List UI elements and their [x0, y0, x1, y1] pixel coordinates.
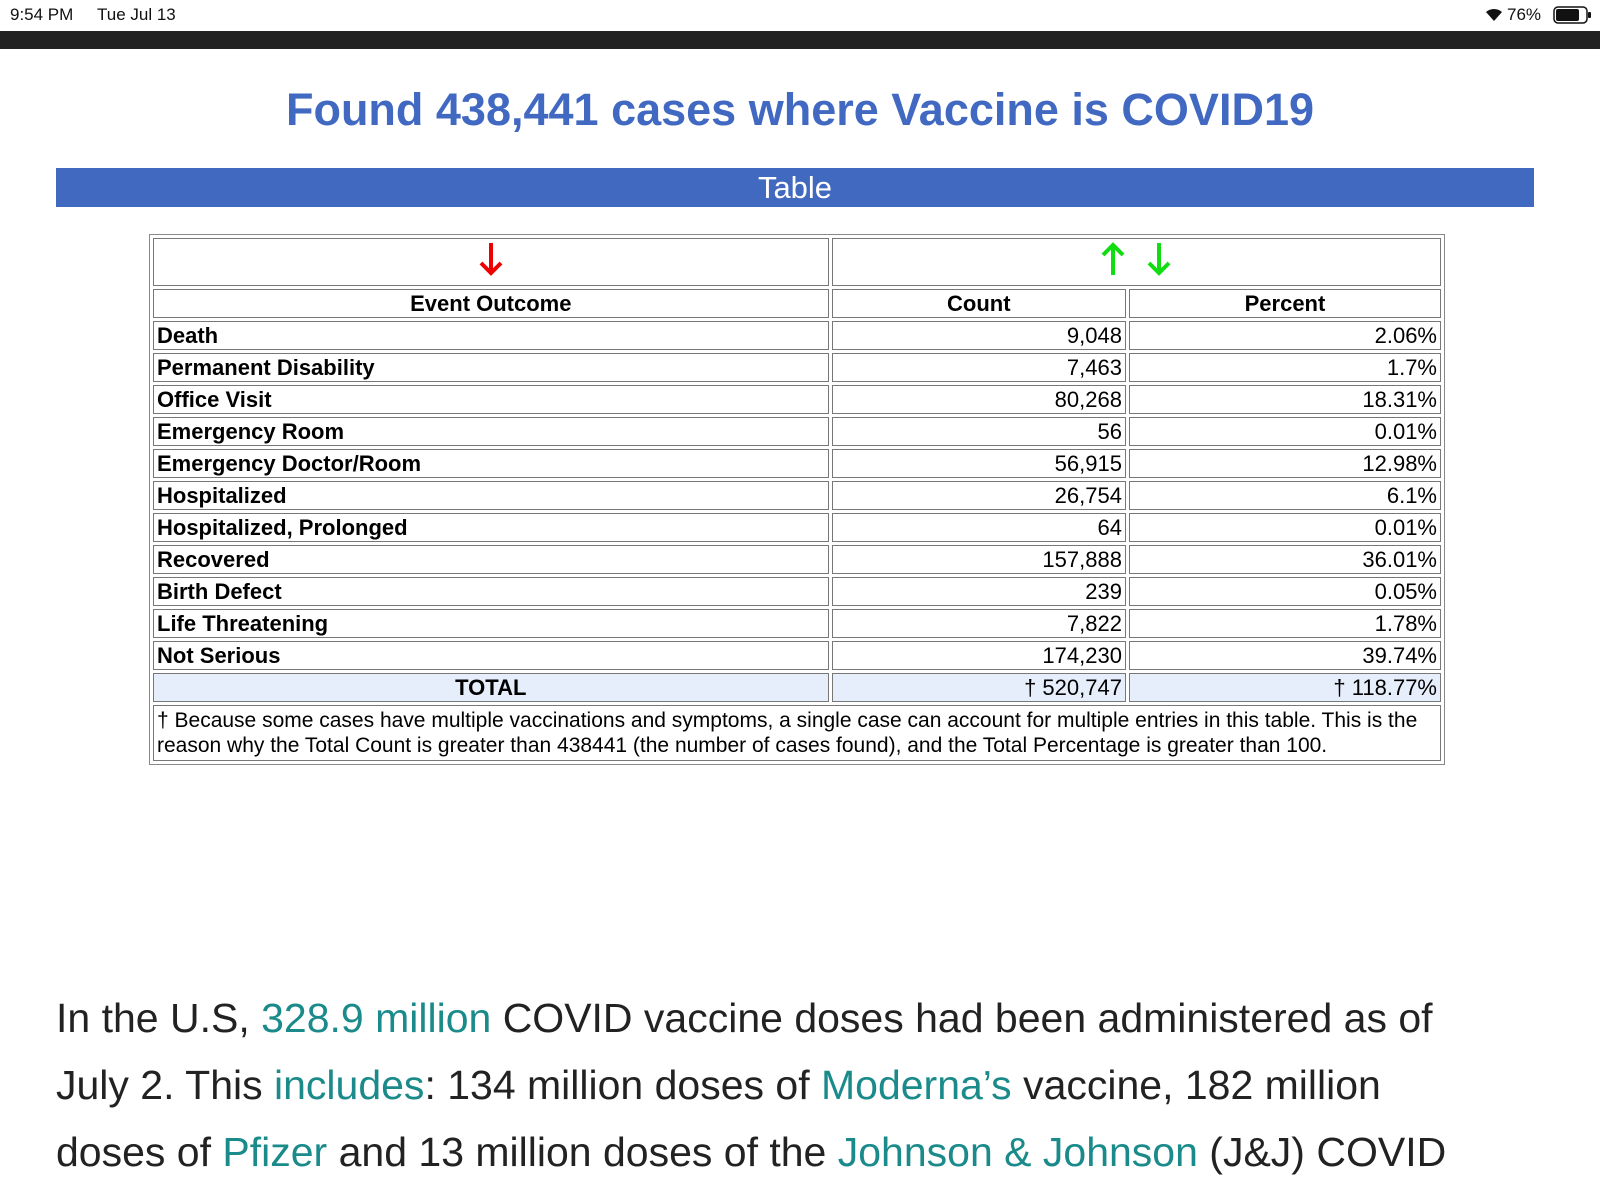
table-cell: 18.31% — [1128, 385, 1441, 414]
text: vaccine, 182 million doses of — [56, 1062, 1381, 1175]
text: (J&J) COVID — [1197, 1129, 1447, 1175]
wifi-icon — [1486, 8, 1502, 21]
table-row: Not Serious 174,230 39.74% — [153, 641, 1441, 670]
status-bar: 9:54 PM Tue Jul 13 76% — [0, 0, 1600, 31]
battery-level: 76% — [1507, 5, 1542, 24]
column-header[interactable]: Percent — [1128, 289, 1441, 318]
text: : 134 million doses of — [424, 1062, 821, 1108]
table-cell: 0.01% — [1128, 417, 1441, 446]
total-cell: † 520,747 — [831, 673, 1126, 702]
table-cell: 7,822 — [831, 609, 1126, 638]
table-row: Office Visit 80,268 18.31% — [153, 385, 1441, 414]
column-header[interactable]: Count — [831, 289, 1126, 318]
table-row: Hospitalized, Prolonged 64 0.01% — [153, 513, 1441, 542]
row-label: Life Threatening — [153, 609, 829, 638]
sort-desc-arrow[interactable] — [1144, 239, 1174, 279]
table-cell: 26,754 — [831, 481, 1126, 510]
table: Event Outcome Count Percent Death 9,048 2.06%… — [149, 234, 1445, 765]
table-row: Life Threatening 7,822 1.78% — [153, 609, 1441, 638]
sort-cell — [153, 238, 829, 286]
row-label: Hospitalized, Prolonged — [153, 513, 829, 542]
table-cell: 2.06% — [1128, 321, 1441, 350]
table-row: Death 9,048 2.06% — [153, 321, 1441, 350]
row-label: Emergency Room — [153, 417, 829, 446]
footnote: † Because some cases have multiple vacci… — [153, 705, 1441, 761]
toolbar — [0, 31, 1600, 49]
total-label: TOTAL — [153, 673, 829, 702]
table-cell: 7,463 — [831, 353, 1126, 382]
table-cell: 12.98% — [1128, 449, 1441, 478]
sort-row — [153, 238, 1441, 286]
date: Tue Jul 13 — [97, 5, 176, 24]
row-label: Office Visit — [153, 385, 829, 414]
link[interactable]: Pfizer — [222, 1129, 328, 1175]
table-cell: 157,888 — [831, 545, 1126, 574]
row-label: Hospitalized — [153, 481, 829, 510]
link[interactable]: includes — [274, 1062, 425, 1108]
table-cell: 0.05% — [1128, 577, 1441, 606]
link[interactable]: Moderna’s — [820, 1062, 1012, 1108]
footnote-row: † Because some cases have multiple vacci… — [153, 705, 1441, 761]
table-cell: 36.01% — [1128, 545, 1441, 574]
row-label: Death — [153, 321, 829, 350]
header-row: Event Outcome Count Percent — [153, 289, 1441, 318]
text: In the U.S, — [56, 995, 262, 1041]
table-cell: 0.01% — [1128, 513, 1441, 542]
row-label: Birth Defect — [153, 577, 829, 606]
table-row: Emergency Doctor/Room 56,915 12.98% — [153, 449, 1441, 478]
table-cell: 80,268 — [831, 385, 1126, 414]
table-cell: 9,048 — [831, 321, 1126, 350]
table-cell: 1.78% — [1128, 609, 1441, 638]
text: COVID vaccine doses had been administere… — [56, 995, 1433, 1108]
column-header[interactable]: Event Outcome — [153, 289, 829, 318]
table-row: Permanent Disability 7,463 1.7% — [153, 353, 1441, 382]
table-cell: 6.1% — [1128, 481, 1441, 510]
table-row: Birth Defect 239 0.05% — [153, 577, 1441, 606]
sort-asc-arrow[interactable] — [1098, 239, 1128, 279]
total-cell: † 118.77% — [1128, 673, 1441, 702]
table-cell: 56 — [831, 417, 1126, 446]
table-caption: Table — [56, 168, 1534, 207]
battery-icon — [1553, 6, 1591, 24]
table-cell: 239 — [831, 577, 1126, 606]
row-label: Not Serious — [153, 641, 829, 670]
table-cell: 56,915 — [831, 449, 1126, 478]
row-label: Recovered — [153, 545, 829, 574]
table-cell: 1.7% — [1128, 353, 1441, 382]
row-label: Emergency Doctor/Room — [153, 449, 829, 478]
table-row: Hospitalized 26,754 6.1% — [153, 481, 1441, 510]
table-cell: 39.74% — [1128, 641, 1441, 670]
sort-cell — [831, 238, 1441, 286]
article-paragraph: In the U.S, 328.9 million COVID vaccine … — [56, 985, 1496, 1186]
row-label: Permanent Disability — [153, 353, 829, 382]
total-row: TOTAL † 520,747 † 118.77% — [153, 673, 1441, 702]
title: Found 438,441 cases where Vaccine is COV… — [285, 84, 1315, 135]
sort-desc-arrow[interactable] — [476, 239, 506, 279]
link[interactable]: 328.9 million — [261, 995, 492, 1041]
link[interactable]: Johnson & Johnson — [837, 1129, 1198, 1175]
table-cell: 64 — [831, 513, 1126, 542]
time: 9:54 PM — [10, 5, 74, 24]
text: and 13 million doses of the — [327, 1129, 838, 1175]
table-row: Emergency Room 56 0.01% — [153, 417, 1441, 446]
table-row: Recovered 157,888 36.01% — [153, 545, 1441, 574]
table-cell: 174,230 — [831, 641, 1126, 670]
